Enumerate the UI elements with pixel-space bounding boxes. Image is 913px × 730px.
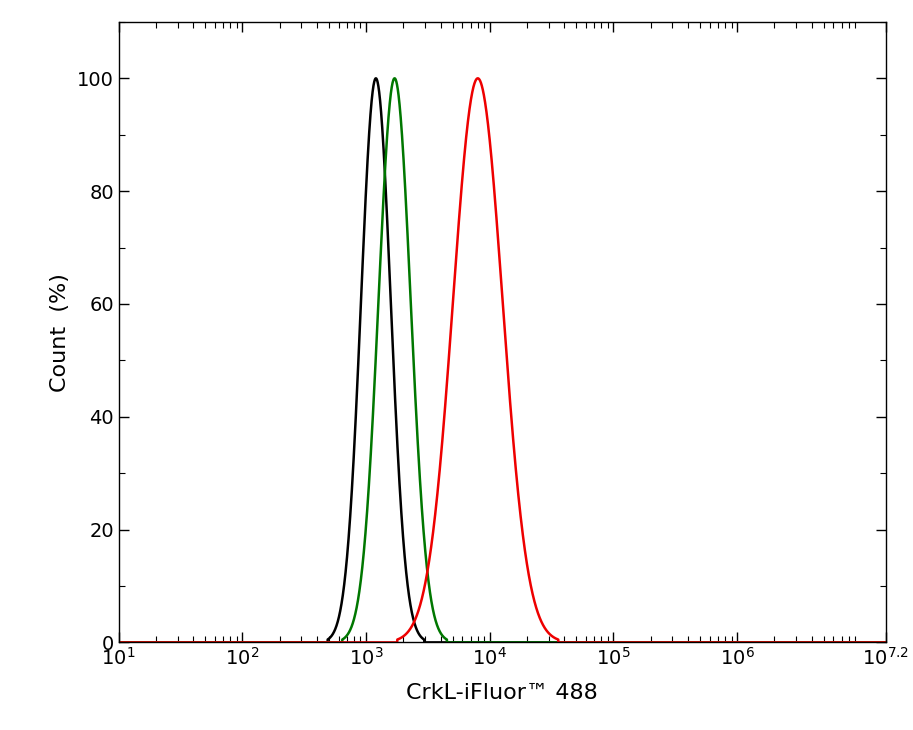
Y-axis label: Count  (%): Count (%) xyxy=(50,273,70,391)
X-axis label: CrkL-iFluor™ 488: CrkL-iFluor™ 488 xyxy=(406,683,598,703)
